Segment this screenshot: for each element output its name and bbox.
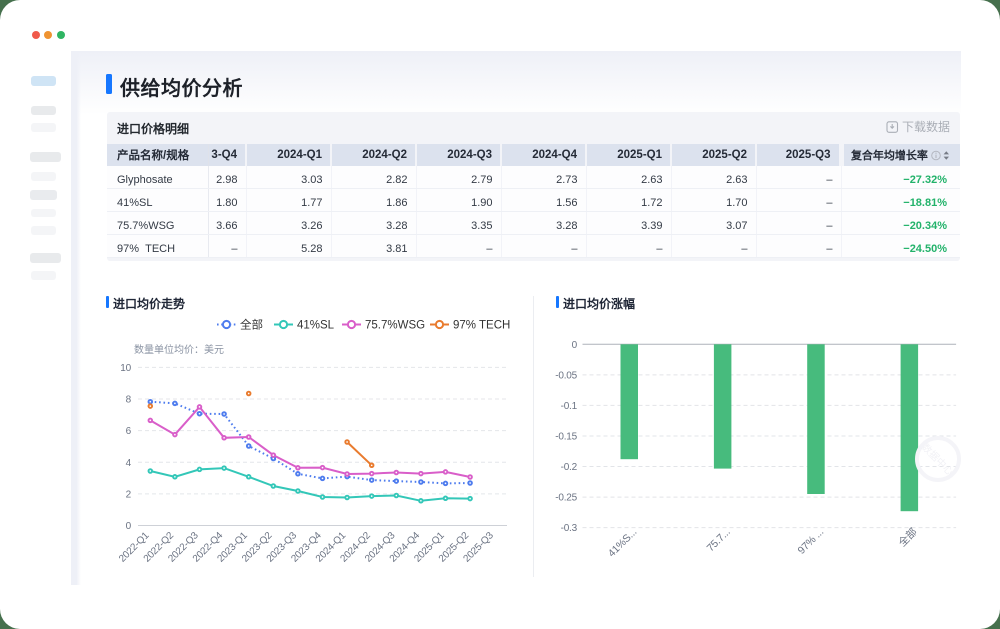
svg-text:0: 0 xyxy=(572,340,578,351)
svg-text:-0.3: -0.3 xyxy=(561,523,578,534)
svg-text:41%S...: 41%S... xyxy=(606,526,639,559)
svg-text:75.7%WSG: 75.7%WSG xyxy=(365,320,425,332)
svg-text:-0.25: -0.25 xyxy=(555,493,577,504)
svg-text:-0.1: -0.1 xyxy=(561,401,578,412)
svg-text:8: 8 xyxy=(126,395,132,406)
svg-text:97% ...: 97% ... xyxy=(796,526,827,557)
svg-text:4: 4 xyxy=(126,458,132,469)
svg-text:41%SL: 41%SL xyxy=(297,320,335,332)
svg-text:2: 2 xyxy=(126,489,132,500)
svg-text:6: 6 xyxy=(126,426,132,437)
svg-text:全部: 全部 xyxy=(240,318,263,332)
svg-text:97% TECH: 97% TECH xyxy=(453,320,510,332)
svg-text:-0.15: -0.15 xyxy=(555,432,577,443)
svg-text:-0.2: -0.2 xyxy=(561,462,578,473)
svg-text:全部: 全部 xyxy=(896,525,920,549)
svg-text:10: 10 xyxy=(120,363,131,374)
svg-text:-0.05: -0.05 xyxy=(555,370,577,381)
svg-text:数量单位均价：美元: 数量单位均价：美元 xyxy=(134,343,224,356)
svg-text:75.7...: 75.7... xyxy=(705,526,733,554)
svg-text:0: 0 xyxy=(126,521,132,532)
